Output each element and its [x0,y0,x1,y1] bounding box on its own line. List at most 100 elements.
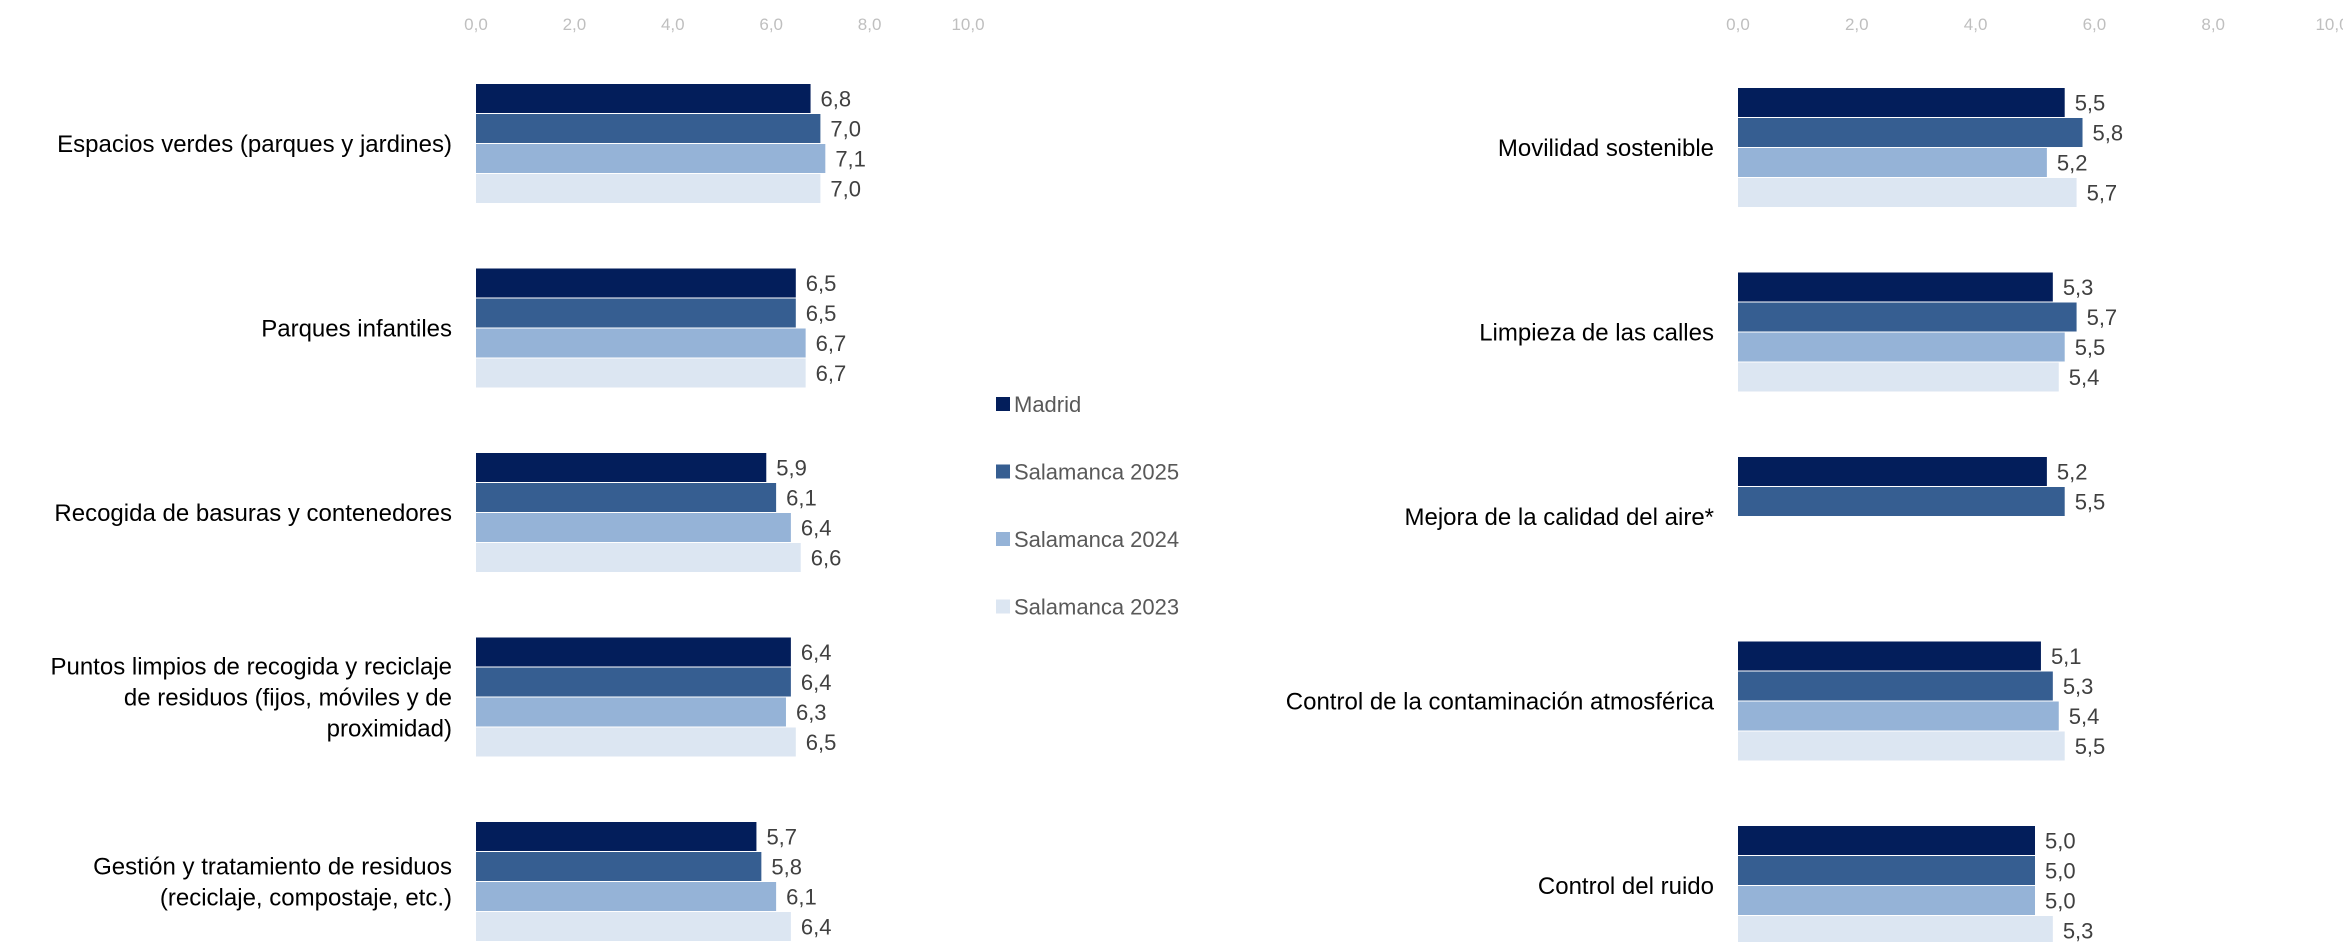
data-label: 5,5 [2075,335,2106,360]
data-label: 6,1 [786,885,817,910]
bar [476,84,811,113]
data-label: 6,5 [806,730,837,755]
axis-tick-label: 2,0 [1845,15,1869,34]
legend-label: Salamanca 2023 [1014,595,1179,620]
data-label: 5,4 [2069,365,2100,390]
legend-swatch [996,397,1010,411]
data-label: 5,2 [2057,460,2088,485]
data-label: 5,0 [2045,859,2076,884]
axis-tick-label: 8,0 [858,15,882,34]
axis-tick-label: 2,0 [563,15,587,34]
category-label: Gestión y tratamiento de residuos [93,854,452,881]
bar [476,698,786,727]
bar [476,483,776,512]
bar [476,513,791,542]
bar [476,728,796,757]
bar [476,269,796,298]
data-label: 6,4 [801,670,832,695]
legend-swatch [996,600,1010,614]
legend-label: Salamanca 2025 [1014,460,1179,485]
data-label: 6,5 [806,271,837,296]
category-label: Control de la contaminación atmosférica [1286,689,1715,716]
data-label: 5,1 [2051,644,2082,669]
bar [476,912,791,941]
axis-tick-label: 0,0 [464,15,488,34]
legend-swatch [996,465,1010,479]
axis-tick-label: 6,0 [2083,15,2107,34]
category-label: (reciclaje, compostaje, etc.) [160,885,452,912]
data-label: 5,7 [766,825,797,850]
bar [1738,303,2077,332]
bar [1738,702,2059,731]
bar [1738,487,2065,516]
bar [476,852,761,881]
data-label: 6,7 [816,331,847,356]
category-label: Limpieza de las calles [1479,320,1714,347]
bar [1738,916,2053,942]
data-label: 6,7 [816,361,847,386]
data-label: 6,4 [801,516,832,541]
legend-label: Salamanca 2024 [1014,527,1179,552]
bar [1738,273,2053,302]
bar [1738,333,2065,362]
data-label: 5,0 [2045,889,2076,914]
bar [476,453,766,482]
bar [1738,642,2041,671]
bar [1738,732,2065,761]
data-label: 5,8 [2093,121,2124,146]
data-label: 5,8 [771,855,802,880]
bar [476,638,791,667]
axis-tick-label: 8,0 [2201,15,2225,34]
data-label: 5,5 [2075,91,2106,116]
axis-tick-label: 10,0 [2315,15,2343,34]
data-label: 5,4 [2069,704,2100,729]
data-label: 7,0 [830,177,861,202]
category-label: proximidad) [327,716,452,743]
bar [476,668,791,697]
data-label: 5,7 [2087,181,2118,206]
data-label: 6,6 [811,546,842,571]
bar [1738,363,2059,392]
axis-tick-label: 4,0 [661,15,685,34]
data-label: 5,3 [2063,919,2094,942]
category-label: Mejora de la calidad del aire* [1404,504,1714,531]
category-label: Parques infantiles [261,316,452,343]
bar [476,174,820,203]
data-label: 5,5 [2075,734,2106,759]
data-label: 5,3 [2063,275,2094,300]
bar [1738,856,2035,885]
data-label: 5,5 [2075,490,2106,515]
data-label: 6,3 [796,700,827,725]
axis-tick-label: 10,0 [951,15,984,34]
data-label: 7,1 [835,147,866,172]
category-label: Recogida de basuras y contenedores [54,500,452,527]
bar [1738,118,2083,147]
bar [1738,672,2053,701]
bar [1738,88,2065,117]
data-label: 6,5 [806,301,837,326]
bar [476,882,776,911]
axis-tick-label: 6,0 [759,15,783,34]
axis-tick-label: 0,0 [1726,15,1750,34]
bar [476,359,806,388]
bar [476,543,801,572]
bar [1738,178,2077,207]
bar [1738,148,2047,177]
data-label: 5,2 [2057,151,2088,176]
bar [476,299,796,328]
bar [476,114,820,143]
category-label: Puntos limpios de recogida y reciclaje [50,654,452,681]
category-label: Movilidad sostenible [1498,135,1714,162]
data-label: 6,1 [786,486,817,511]
data-label: 6,4 [801,640,832,665]
category-label: Control del ruido [1538,873,1714,900]
data-label: 5,3 [2063,674,2094,699]
bar [1738,886,2035,915]
bar [476,822,756,851]
axis-tick-label: 4,0 [1964,15,1988,34]
legend-swatch [996,532,1010,546]
bar [476,329,806,358]
data-label: 6,8 [821,87,852,112]
category-label: Espacios verdes (parques y jardines) [57,131,452,158]
